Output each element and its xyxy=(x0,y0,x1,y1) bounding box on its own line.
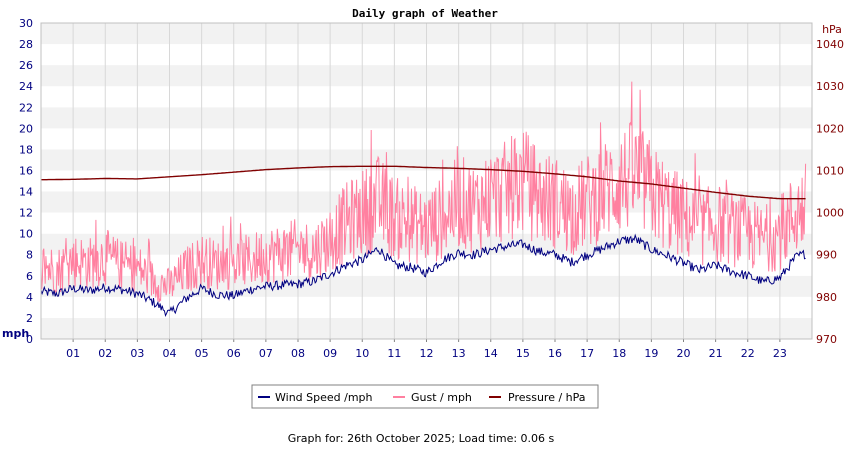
x-tick-label: 01 xyxy=(66,347,80,360)
right-tick-label: 1040 xyxy=(816,38,844,51)
right-axis-unit: hPa xyxy=(822,23,842,36)
chart-title: Daily graph of Weather xyxy=(352,7,498,20)
pressure-series xyxy=(41,165,806,200)
right-tick-label: 1030 xyxy=(816,80,844,93)
x-tick-label: 17 xyxy=(580,347,594,360)
left-tick-label: 18 xyxy=(19,143,33,156)
gust-series xyxy=(40,81,807,303)
x-tick-label: 12 xyxy=(420,347,434,360)
plot-frame xyxy=(40,22,813,340)
pressure-line xyxy=(41,165,806,200)
legend-pressure-label: Pressure / hPa xyxy=(508,391,586,404)
left-tick-label: 20 xyxy=(19,122,33,135)
legend-wind-label: Wind Speed /mph xyxy=(275,391,373,404)
right-tick-label: 1010 xyxy=(816,164,844,177)
chart-axes: 0246810121416182022242628309709809901000… xyxy=(19,17,844,360)
left-tick-label: 10 xyxy=(19,228,33,241)
legend-gust-label: Gust / mph xyxy=(411,391,472,404)
left-tick-label: 2 xyxy=(26,312,33,325)
x-tick-label: 15 xyxy=(516,347,530,360)
legend: Wind Speed /mph Gust / mph Pressure / hP… xyxy=(251,384,599,409)
legend-box xyxy=(251,384,599,409)
x-tick-label: 07 xyxy=(259,347,273,360)
x-tick-label: 13 xyxy=(452,347,466,360)
x-tick-label: 08 xyxy=(291,347,305,360)
x-tick-label: 02 xyxy=(98,347,112,360)
gust-line xyxy=(40,81,807,303)
x-tick-label: 19 xyxy=(644,347,658,360)
x-tick-label: 16 xyxy=(548,347,562,360)
x-tick-label: 20 xyxy=(677,347,691,360)
x-tick-label: 21 xyxy=(709,347,723,360)
left-tick-label: 8 xyxy=(26,249,33,262)
graph-footer: Graph for: 26th October 2025; Load time:… xyxy=(288,432,555,445)
left-tick-label: 14 xyxy=(19,186,33,199)
left-axis-unit: mph xyxy=(2,327,29,340)
left-tick-label: 12 xyxy=(19,207,33,220)
left-tick-label: 16 xyxy=(19,164,33,177)
x-tick-label: 05 xyxy=(195,347,209,360)
right-tick-label: 1000 xyxy=(816,207,844,220)
left-tick-label: 26 xyxy=(19,59,33,72)
x-tick-label: 10 xyxy=(355,347,369,360)
x-tick-label: 22 xyxy=(741,347,755,360)
wind-speed-line xyxy=(40,233,806,317)
left-tick-label: 24 xyxy=(19,80,33,93)
left-tick-label: 0 xyxy=(26,333,33,346)
x-tick-label: 14 xyxy=(484,347,498,360)
left-tick-label: 22 xyxy=(19,101,33,114)
x-tick-label: 04 xyxy=(163,347,177,360)
right-tick-label: 1020 xyxy=(816,122,844,135)
x-tick-label: 23 xyxy=(773,347,787,360)
x-tick-label: 18 xyxy=(612,347,626,360)
x-tick-label: 09 xyxy=(323,347,337,360)
right-tick-label: 990 xyxy=(816,249,837,262)
left-tick-label: 6 xyxy=(26,270,33,283)
right-tick-label: 980 xyxy=(816,291,837,304)
x-tick-label: 06 xyxy=(227,347,241,360)
left-tick-label: 30 xyxy=(19,17,33,30)
x-tick-label: 03 xyxy=(130,347,144,360)
right-tick-label: 970 xyxy=(816,333,837,346)
left-tick-label: 28 xyxy=(19,38,33,51)
x-tick-label: 11 xyxy=(387,347,401,360)
wind-speed-series xyxy=(40,233,806,317)
left-tick-label: 4 xyxy=(26,291,33,304)
